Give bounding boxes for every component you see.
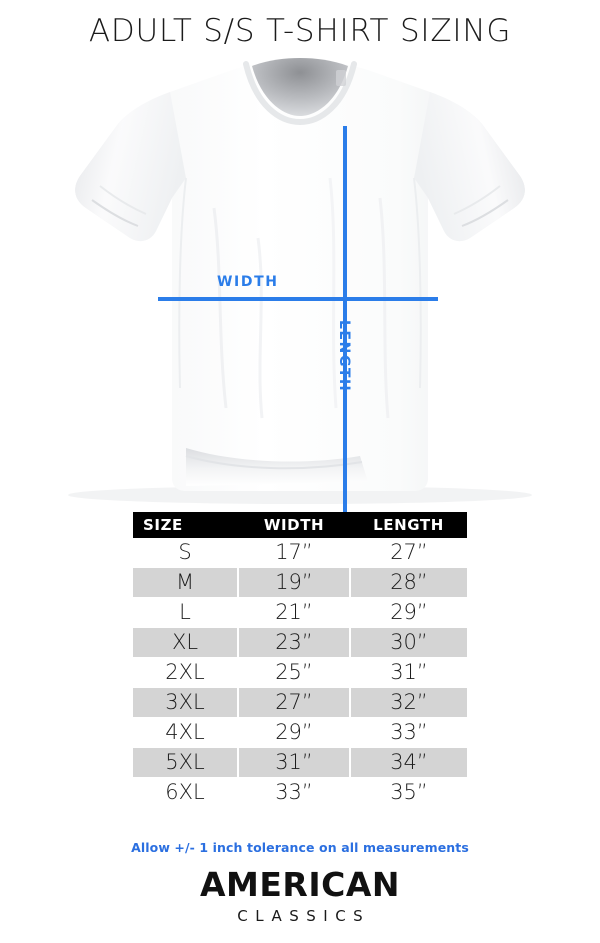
- cell-size: 6XL: [133, 777, 239, 808]
- cell-length: 34”: [350, 747, 467, 778]
- brand-name-primary: AMERICAN: [200, 865, 400, 904]
- table-row: 3XL 27” 32”: [133, 687, 467, 718]
- size-chart-table: SIZE WIDTH LENGTH S 17” 27” M 19” 28” L …: [133, 512, 467, 808]
- tshirt-illustration: [68, 58, 532, 504]
- table-row: M 19” 28”: [133, 567, 467, 598]
- cell-size: 2XL: [133, 657, 239, 688]
- width-guide-line: [158, 297, 438, 301]
- column-header-length: LENGTH: [350, 512, 467, 538]
- cell-length: 28”: [350, 567, 467, 598]
- cell-width: 33”: [238, 777, 351, 808]
- cell-width: 29”: [238, 717, 351, 748]
- cell-length: 32”: [350, 687, 467, 718]
- cell-width: 21”: [238, 597, 351, 628]
- width-label: WIDTH: [217, 274, 279, 290]
- cell-length: 30”: [350, 627, 467, 658]
- cell-length: 29”: [350, 597, 467, 628]
- cell-length: 27”: [350, 538, 467, 568]
- cell-length: 31”: [350, 657, 467, 688]
- tolerance-note: Allow +/- 1 inch tolerance on all measur…: [131, 840, 469, 855]
- cell-width: 25”: [238, 657, 351, 688]
- cell-size: XL: [133, 627, 239, 658]
- page-title: ADULT S/S T-SHIRT SIZING: [88, 13, 512, 49]
- cell-width: 23”: [238, 627, 351, 658]
- table-row: 5XL 31” 34”: [133, 747, 467, 778]
- column-header-width: WIDTH: [238, 512, 350, 538]
- cell-width: 27”: [238, 687, 351, 718]
- cell-size: 4XL: [133, 717, 239, 748]
- brand-logo: AMERICAN CLASSICS: [0, 865, 600, 925]
- table-row: L 21” 29”: [133, 597, 467, 628]
- table-header-row: SIZE WIDTH LENGTH: [133, 512, 467, 538]
- cell-width: 17”: [238, 538, 351, 568]
- cell-size: L: [133, 597, 239, 628]
- table-body: S 17” 27” M 19” 28” L 21” 29” XL 23” 30”…: [133, 538, 467, 808]
- cell-length: 35”: [350, 777, 467, 808]
- table-row: 4XL 29” 33”: [133, 717, 467, 748]
- cell-length: 33”: [350, 717, 467, 748]
- cell-size: S: [133, 538, 239, 568]
- cell-size: M: [133, 567, 239, 598]
- table-row: 6XL 33” 35”: [133, 777, 467, 808]
- table-row: XL 23” 30”: [133, 627, 467, 658]
- length-guide-line: [343, 126, 347, 556]
- brand-name-secondary: CLASSICS: [237, 906, 371, 925]
- table-row: 2XL 25” 31”: [133, 657, 467, 688]
- cell-size: 5XL: [133, 747, 239, 778]
- cell-width: 31”: [238, 747, 351, 778]
- length-label: LENGTH: [336, 320, 352, 393]
- tshirt-diagram: WIDTH LENGTH: [0, 58, 600, 556]
- table-row: S 17” 27”: [133, 538, 467, 568]
- column-header-size: SIZE: [133, 512, 238, 538]
- cell-width: 19”: [238, 567, 351, 598]
- cell-size: 3XL: [133, 687, 239, 718]
